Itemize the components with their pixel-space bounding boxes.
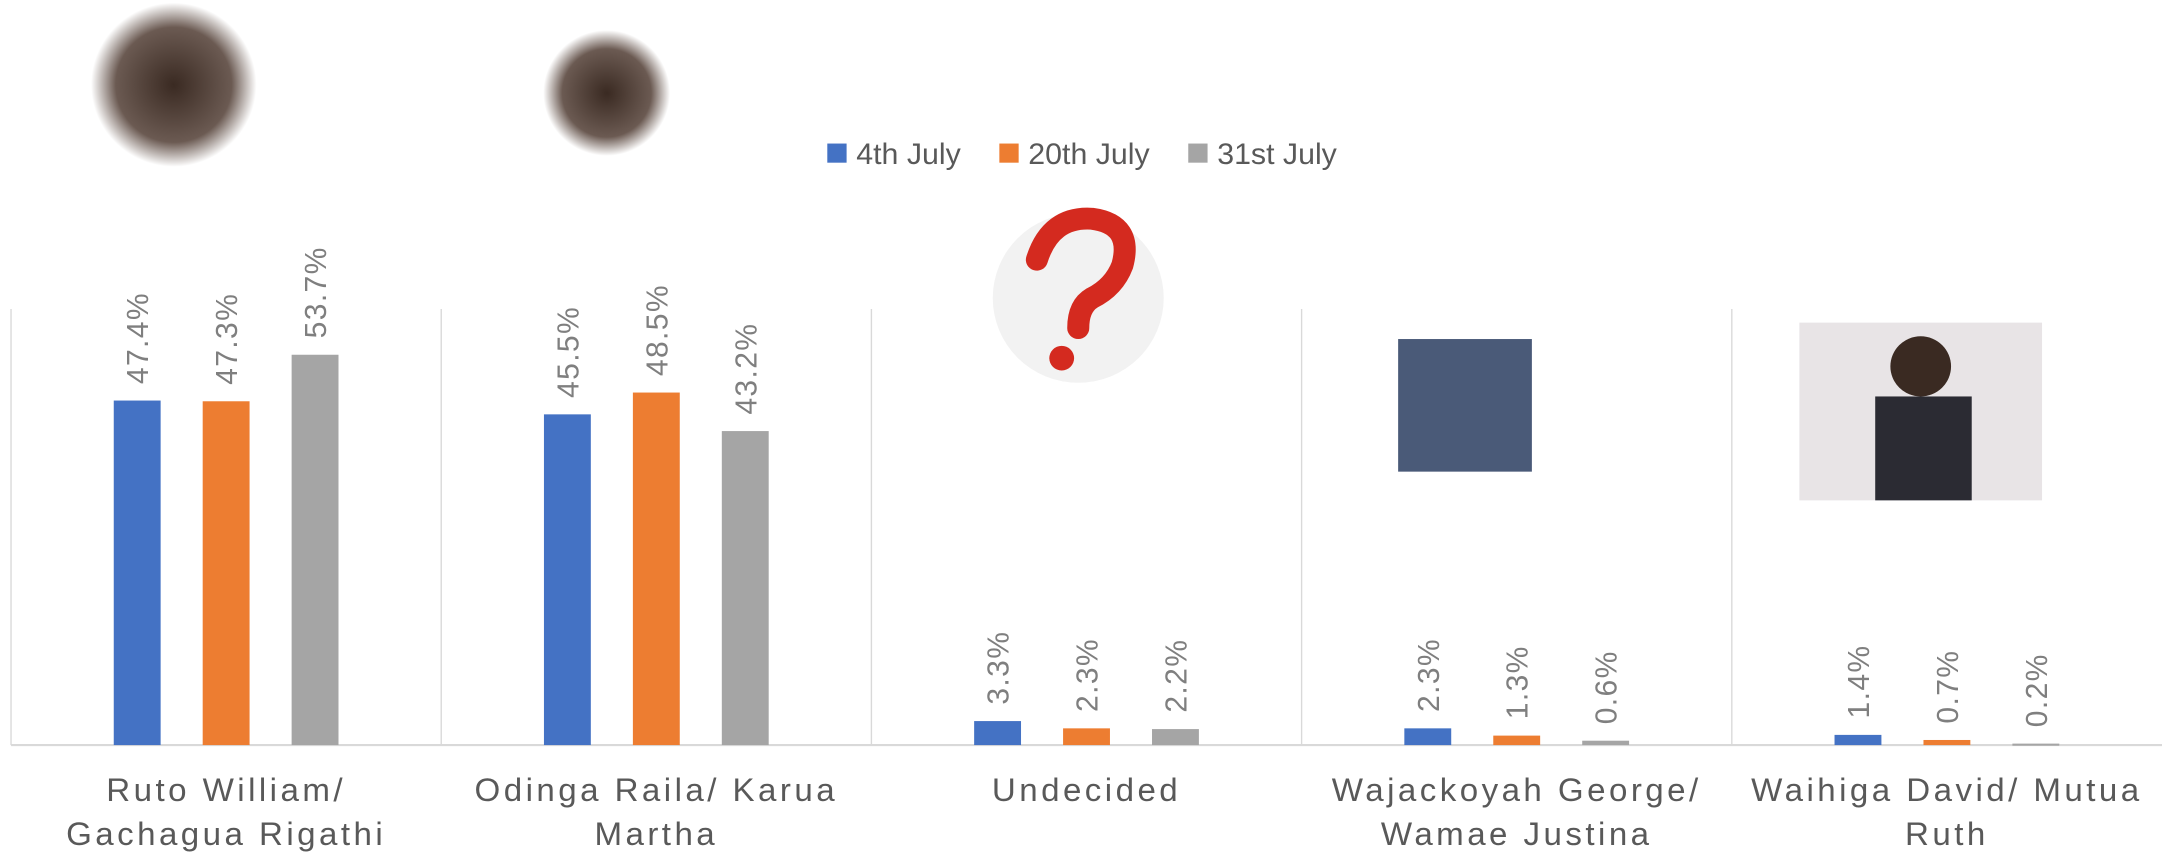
data-label: 1.3%	[1502, 645, 1535, 719]
data-label: 0.7%	[1932, 650, 1965, 724]
bar	[2012, 744, 2059, 746]
bar	[722, 431, 769, 745]
data-label: 3.3%	[983, 631, 1016, 705]
bar	[633, 393, 680, 746]
bar	[203, 401, 250, 745]
data-label: 43.2%	[730, 323, 763, 415]
data-label: 47.3%	[211, 293, 244, 385]
bar	[1404, 728, 1451, 745]
legend-label: 20th July	[1028, 138, 1150, 171]
bar	[292, 355, 339, 745]
candidate-photo	[543, 30, 670, 156]
question-dot	[1049, 346, 1074, 371]
bar	[1493, 736, 1540, 745]
data-label: 48.5%	[641, 284, 674, 376]
bar	[1923, 740, 1970, 745]
data-label: 0.2%	[2021, 653, 2054, 727]
bar	[974, 721, 1021, 745]
x-tick-label: Undecided	[874, 770, 1299, 814]
page: 4th July 20th July 31st July 47.4% 47.3% 53.7…	[0, 0, 2162, 864]
data-label: 0.6%	[1591, 650, 1624, 724]
candidate-photo	[91, 3, 256, 167]
bar	[1835, 735, 1882, 745]
data-label: 2.3%	[1071, 638, 1104, 712]
legend-swatch	[1188, 144, 1207, 163]
data-label: 53.7%	[300, 246, 333, 338]
data-label: 1.4%	[1843, 644, 1876, 718]
bar	[1063, 728, 1110, 745]
x-tick-label: Wajackoyah George/ Wamae Justina	[1304, 770, 1729, 857]
candidate-photo-head	[1890, 336, 1951, 396]
chart-area: 4th July 20th July 31st July 47.4% 47.3% 53.7…	[0, 0, 2162, 864]
data-label: 2.2%	[1160, 639, 1193, 713]
candidate-photo	[1398, 339, 1532, 472]
x-tick-label: Waihiga David/ Mutua Ruth	[1735, 770, 2160, 857]
legend-label: 31st July	[1217, 138, 1338, 171]
candidate-photo-figure	[1875, 396, 1972, 500]
x-tick-label: Odinga Raila/ Karua Martha	[444, 770, 869, 857]
data-label: 2.3%	[1413, 638, 1446, 712]
data-label: 47.4%	[122, 292, 155, 384]
legend-label: 4th July	[856, 138, 961, 171]
x-tick-label: Ruto William/ Gachagua Rigathi	[14, 770, 439, 857]
data-label: 45.5%	[552, 306, 585, 398]
chart: 4th July 20th July 31st July 47.4% 47.3% 53.7…	[0, 0, 2162, 864]
legend-swatch	[827, 144, 846, 163]
bar	[114, 401, 161, 746]
bar	[1152, 729, 1199, 745]
bar	[1582, 741, 1629, 745]
bar	[544, 414, 591, 745]
legend-swatch	[999, 144, 1018, 163]
